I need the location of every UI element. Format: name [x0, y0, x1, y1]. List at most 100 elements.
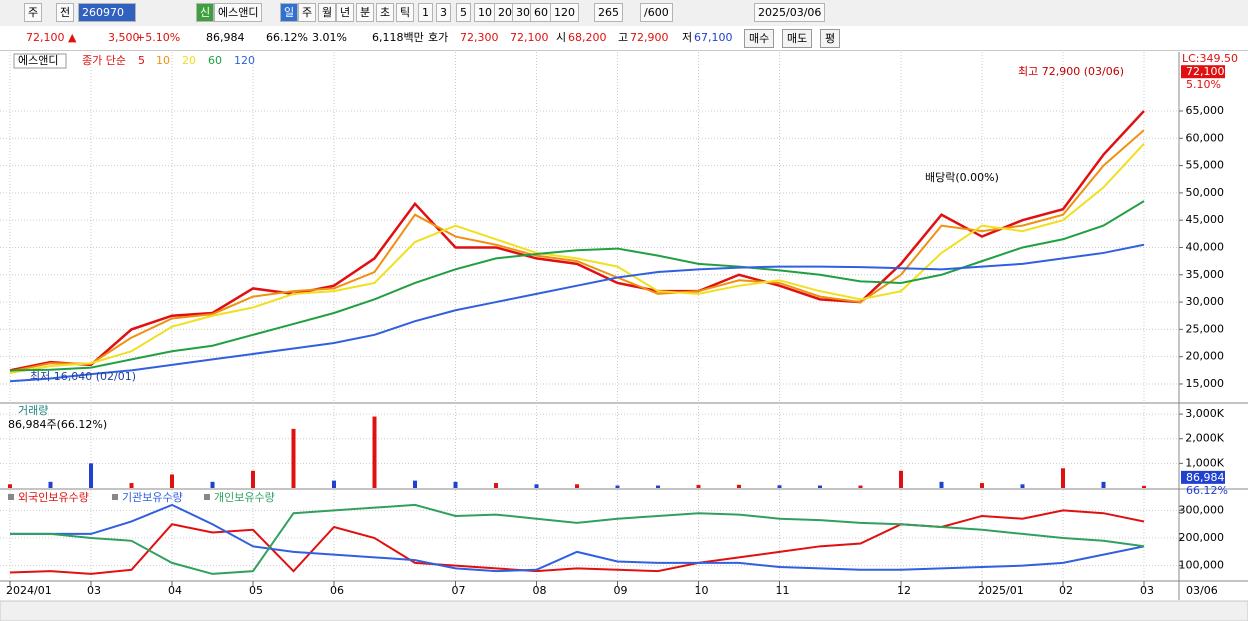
- legend-box: [13, 53, 67, 69]
- toolbar-item[interactable]: 5: [456, 3, 471, 22]
- quote-item: 72,300: [460, 31, 499, 44]
- toolbar-item[interactable]: 10: [474, 3, 496, 22]
- x-tick-label: 05: [249, 584, 263, 597]
- y-tick-label: 20,000: [1186, 350, 1225, 363]
- y-tick-label: 30,000: [1186, 295, 1225, 308]
- toolbar-item[interactable]: 265: [594, 3, 623, 22]
- volume-bar: [939, 481, 944, 488]
- volume-bar: [615, 485, 620, 488]
- quote-item: 고: [618, 31, 629, 44]
- quote-item: +5.10%: [136, 31, 181, 44]
- volume-bar: [372, 416, 377, 488]
- series-line: [10, 503, 1145, 573]
- y-tick-label: 55,000: [1186, 159, 1225, 172]
- toolbar-item[interactable]: 일: [280, 3, 299, 22]
- y-tick-label: 1,000K: [1185, 456, 1224, 469]
- chart-title: 에스앤디: [18, 54, 58, 67]
- annotation: 최저 16,040 (02/01): [30, 370, 136, 383]
- legend-marker: [8, 494, 14, 500]
- legend-marker: [204, 494, 210, 500]
- legend-entry: 20: [182, 54, 196, 67]
- x-tick-label: 07: [452, 584, 466, 597]
- last-price-label: 72,100: [1186, 65, 1225, 78]
- toolbar-item[interactable]: 에스앤디: [214, 3, 263, 22]
- quote-item: 저: [682, 31, 693, 44]
- volume-bar: [980, 483, 984, 488]
- toolbar-item[interactable]: 3: [436, 3, 451, 22]
- x-tick-label: 12: [897, 584, 911, 597]
- toolbar-item[interactable]: 60: [530, 3, 552, 22]
- volume-bar: [1061, 468, 1065, 488]
- last-price-box: [1181, 65, 1225, 79]
- toolbar-item[interactable]: 초: [376, 3, 395, 22]
- volume-bar: [818, 485, 822, 488]
- quote-item: 86,984: [206, 31, 245, 44]
- y-tick-label: 50,000: [1186, 186, 1225, 199]
- y-tick-label: 2,000K: [1185, 432, 1224, 445]
- volume-bar: [656, 485, 660, 488]
- volume-bar: [251, 470, 255, 488]
- legend-entry: 120: [234, 54, 255, 67]
- legend-marker: [112, 494, 118, 500]
- y-tick-label: 3,000K: [1185, 407, 1224, 420]
- volume-bar: [1142, 485, 1146, 488]
- toolbar-item[interactable]: 30: [512, 3, 534, 22]
- volume-bar: [129, 483, 134, 488]
- toolbar-item[interactable]: 신: [196, 3, 215, 22]
- y-tick-label: 40,000: [1186, 240, 1225, 253]
- x-tick-label: 2025/01: [978, 584, 1024, 597]
- panel-subtitle: 86,984주(66.12%): [8, 418, 107, 431]
- quote-item: 67,100: [694, 31, 733, 44]
- last-volume-label: 86,984: [1186, 471, 1225, 484]
- toolbar-item[interactable]: 주: [298, 3, 317, 22]
- quote-item[interactable]: 매도: [782, 29, 813, 48]
- panel-title: 거래량: [18, 404, 48, 417]
- volume-bar: [858, 485, 863, 488]
- last-volume-box: [1181, 470, 1225, 484]
- toolbar-item[interactable]: 120: [550, 3, 579, 22]
- x-tick-label: 08: [533, 584, 547, 597]
- legend-entry: 5: [138, 54, 145, 67]
- volume-bar: [453, 481, 458, 488]
- toolbar-item[interactable]: /600: [640, 3, 673, 22]
- toolbar-item[interactable]: 전: [56, 3, 75, 22]
- volume-bar: [737, 484, 741, 488]
- x-tick-label: 02: [1059, 584, 1073, 597]
- y-tick-label: 200,000: [1179, 531, 1225, 544]
- y-tick-label: 100,000: [1179, 559, 1225, 572]
- quote-item[interactable]: 매수: [744, 29, 775, 48]
- toolbar-item[interactable]: 분: [356, 3, 375, 22]
- volume-bar: [332, 480, 336, 488]
- volume-bar: [696, 485, 701, 488]
- volume-bar: [89, 463, 93, 488]
- toolbar-item[interactable]: 년: [336, 3, 355, 22]
- x-end-label: 03/06: [1186, 584, 1218, 597]
- toolbar-item[interactable]: 틱: [396, 3, 415, 22]
- x-tick-label: 04: [168, 584, 182, 597]
- volume-bar: [777, 485, 782, 488]
- toolbar: 주 전 260970 신 에스앤디 일 주 월 년 분 초 틱 1 3 5 10 20 30 60 120 265/60…: [0, 0, 1248, 27]
- toolbar-item[interactable]: 1: [418, 3, 433, 22]
- legend-entry: 60: [208, 54, 222, 67]
- toolbar-item[interactable]: 2025/03/06: [754, 3, 826, 22]
- y-tick-label: 25,000: [1186, 322, 1225, 335]
- volume-bar: [413, 480, 417, 488]
- legend-entry: 10: [156, 54, 170, 67]
- quote-item[interactable]: 평: [820, 29, 841, 48]
- legend-prefix: 종가 단순: [82, 54, 126, 67]
- toolbar-item[interactable]: 월: [318, 3, 337, 22]
- toolbar-item[interactable]: 260970: [78, 3, 136, 22]
- change-label: 5.10%: [1186, 78, 1221, 91]
- annotation: 최고 72,900 (03/06): [1018, 65, 1124, 78]
- scrollbar[interactable]: [0, 600, 1248, 621]
- series-line: [9, 243, 1145, 383]
- chart: 2024/01 03 04 05 06 07 08 09 10 11 12 2025/01 02 03 03…: [0, 52, 1248, 621]
- volume-bar: [210, 481, 215, 488]
- quote-bar: 72,100 ▲ 3,500 +5.10% 86,984 66.12% 3.01% 6,11…: [0, 26, 1248, 51]
- quote-item: 68,200: [568, 31, 607, 44]
- volume-bar: [8, 484, 12, 488]
- annotation: 배당락(0.00%): [925, 171, 999, 184]
- volume-bar: [575, 484, 579, 488]
- toolbar-item[interactable]: 주: [24, 3, 43, 22]
- legend-entry: 개인보유수량: [214, 491, 275, 504]
